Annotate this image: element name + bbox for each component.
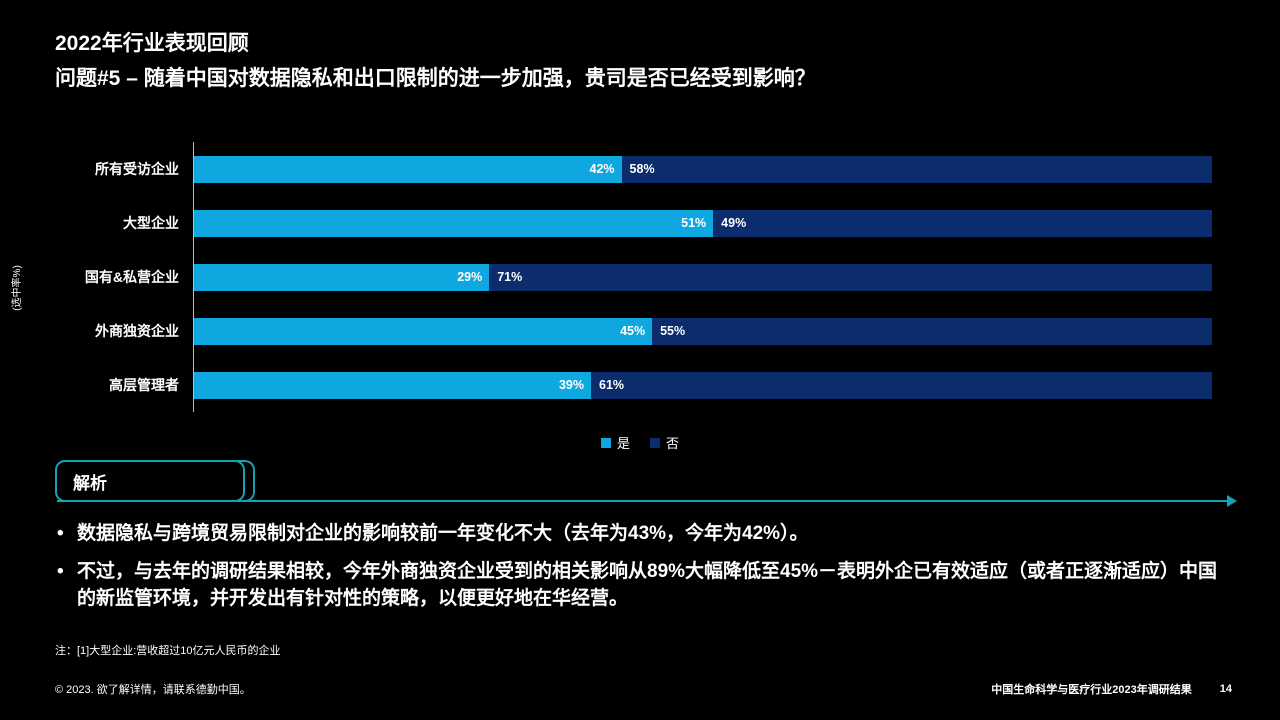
legend-item: 否 bbox=[650, 433, 679, 452]
bar-segment-yes: 39% bbox=[194, 371, 592, 399]
value-label: 42% bbox=[589, 162, 615, 176]
analysis-bullet: 不过，与去年的调研结果相较，今年外商独资企业受到的相关影响从89%大幅降低至45… bbox=[55, 558, 1222, 613]
bar-area: 39% 61% bbox=[193, 358, 1212, 412]
legend-swatch bbox=[650, 437, 660, 448]
bar-chart: 所有受访企业 42% 58% 大型企业 51% 49% 国有&私营企业 29% 71% 外商独资企… bbox=[55, 142, 1212, 412]
chart-legend: 是否 bbox=[0, 433, 1280, 452]
analysis-bullet: 数据隐私与跨境贸易限制对企业的影响较前一年变化不大（去年为43%，今年为42%）… bbox=[55, 520, 1222, 548]
category-label: 国有&私营企业 bbox=[84, 269, 179, 285]
legend-label: 是 bbox=[616, 436, 630, 451]
y-axis-label: (选中率%) bbox=[12, 265, 23, 311]
value-label: 58% bbox=[629, 162, 655, 176]
bar-area: 42% 58% bbox=[193, 142, 1212, 196]
bar-track: 29% 71% bbox=[194, 263, 1212, 291]
value-label: 29% bbox=[457, 270, 483, 284]
bar-track: 45% 55% bbox=[194, 317, 1212, 345]
footer-right: 中国生命科学与医疗行业2023年调研结果 14 bbox=[991, 681, 1232, 697]
legend-label: 否 bbox=[666, 436, 680, 451]
value-label: 55% bbox=[660, 324, 686, 338]
legend-item: 是 bbox=[600, 433, 630, 452]
bar-segment-no: 49% bbox=[713, 209, 1212, 237]
category-label: 外商独资企业 bbox=[95, 323, 179, 339]
bar-segment-yes: 51% bbox=[194, 209, 714, 237]
value-label: 49% bbox=[721, 216, 747, 230]
bar-area: 51% 49% bbox=[193, 196, 1212, 250]
footer: © 2023. 欲了解详情，请联系德勤中国。 中国生命科学与医疗行业2023年调… bbox=[55, 681, 1232, 697]
value-label: 61% bbox=[599, 378, 625, 392]
bar-track: 51% 49% bbox=[194, 209, 1212, 237]
bar-area: 29% 71% bbox=[193, 250, 1212, 304]
footer-source: 中国生命科学与医疗行业2023年调研结果 bbox=[991, 684, 1192, 696]
page-title: 2022年行业表现回顾 bbox=[55, 32, 249, 55]
analysis-label: 解析 bbox=[73, 473, 107, 493]
slide-header: 2022年行业表现回顾 问题#5 – 随着中国对数据隐私和出口限制的进一步加强，… bbox=[55, 30, 1225, 93]
bar-segment-no: 71% bbox=[489, 263, 1212, 291]
category-label: 所有受访企业 bbox=[95, 161, 179, 177]
chart-row: 国有&私营企业 29% 71% bbox=[55, 250, 1212, 304]
footnote: 注：[1]大型企业:营收超过10亿元人民币的企业 bbox=[55, 645, 281, 657]
value-label: 45% bbox=[620, 324, 646, 338]
analysis-arrow-line bbox=[57, 495, 1237, 507]
chart-row: 所有受访企业 42% 58% bbox=[55, 142, 1212, 196]
bar-segment-no: 61% bbox=[591, 371, 1212, 399]
chart-row: 高层管理者 39% 61% bbox=[55, 358, 1212, 412]
bar-segment-no: 55% bbox=[652, 317, 1212, 345]
category-label: 大型企业 bbox=[123, 215, 179, 231]
bar-area: 45% 55% bbox=[193, 304, 1212, 358]
value-label: 39% bbox=[558, 378, 585, 392]
category-label: 高层管理者 bbox=[109, 377, 179, 393]
bar-segment-yes: 29% bbox=[194, 263, 490, 291]
page-number: 14 bbox=[1219, 683, 1232, 695]
bar-segment-yes: 42% bbox=[194, 155, 622, 183]
chart-row: 大型企业 51% 49% bbox=[55, 196, 1212, 250]
legend-swatch bbox=[600, 437, 611, 448]
footer-copyright: © 2023. 欲了解详情，请联系德勤中国。 bbox=[55, 684, 251, 696]
bar-track: 39% 61% bbox=[194, 371, 1212, 399]
analysis-bullet-list: 数据隐私与跨境贸易限制对企业的影响较前一年变化不大（去年为43%，今年为42%）… bbox=[55, 520, 1222, 623]
value-label: 51% bbox=[681, 216, 707, 230]
bar-segment-yes: 45% bbox=[194, 317, 653, 345]
page-subtitle: 问题#5 – 随着中国对数据隐私和出口限制的进一步加强，贵司是否已经受到影响？ bbox=[55, 67, 816, 91]
value-label: 71% bbox=[497, 270, 523, 284]
analysis-tab: 解析 bbox=[55, 460, 255, 502]
bar-segment-no: 58% bbox=[621, 155, 1212, 183]
chart-row: 外商独资企业 45% 55% bbox=[55, 304, 1212, 358]
chart-rows: 所有受访企业 42% 58% 大型企业 51% 49% 国有&私营企业 29% 71% 外商独资企… bbox=[55, 142, 1212, 412]
bar-track: 42% 58% bbox=[194, 155, 1212, 183]
